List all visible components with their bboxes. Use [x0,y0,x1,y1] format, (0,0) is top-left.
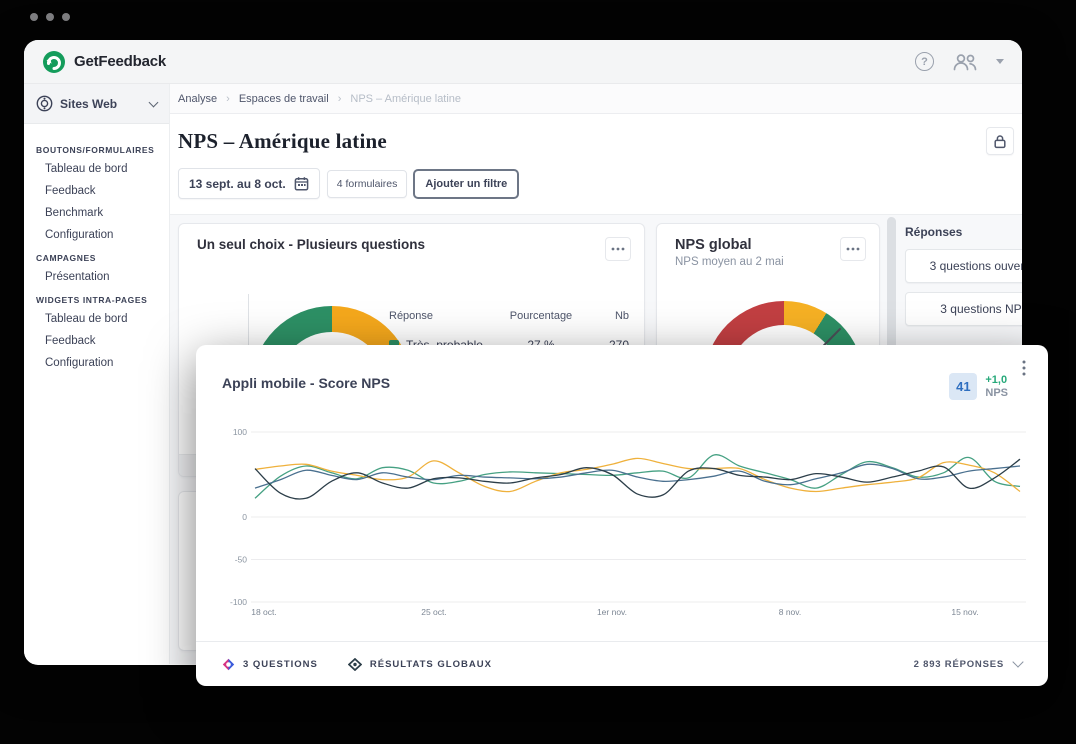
col-header-pourcentage: Pourcentage [509,310,573,322]
brand: GetFeedback [42,50,166,74]
sidebar-item-benchmark[interactable]: Benchmark [45,207,104,219]
legend-questions[interactable]: 3 QUESTIONS [222,658,318,671]
app-header: GetFeedback ? [24,40,1022,84]
sites-web-icon [36,95,53,112]
page-title: NPS – Amérique latine [178,128,387,153]
add-filter-button[interactable]: Ajouter un filtre [414,169,519,198]
overlay-menu-button[interactable] [1014,357,1034,379]
nps-questions-button[interactable]: 3 questions NPS [905,292,1022,326]
overlay-footer: 3 QUESTIONS RÉSULTATS GLOBAUX 2 893 RÉPO… [196,641,1048,686]
breadcrumb-current: NPS – Amérique latine [329,93,461,105]
open-questions-button[interactable]: 3 questions ouvertes [905,249,1022,283]
overlay-title: Appli mobile - Score NPS [222,375,391,391]
col-header-reponse: Réponse [389,310,434,322]
svg-text:25 oct.: 25 oct. [421,607,447,617]
sidebar-item-feedback-widgets[interactable]: Feedback [45,335,96,347]
svg-text:15 nov.: 15 nov. [951,607,978,617]
hidden-axis-line [248,294,249,364]
getfeedback-logo-icon [43,50,65,73]
legend-questions-label: 3 QUESTIONS [243,658,318,670]
window-control-dot[interactable] [62,13,70,21]
nav-section-label: CAMPAGNES [36,253,97,263]
window-controls[interactable] [30,13,70,21]
lock-icon [994,134,1006,148]
chevron-down-icon [1012,656,1024,668]
nps-line-chart: 100 0 -50 -100 18 oct. 25 oct. 1er nov. 8 nov. 1… [230,427,1026,617]
window-control-dot[interactable] [30,13,38,21]
project-label: Sites Web [60,96,118,111]
card-single-choice-title: Un seul choix - Plusieurs questions [197,237,426,252]
sidebar-item-tableau-de-bord[interactable]: Tableau de bord [45,163,128,175]
brand-name: GetFeedback [74,53,167,70]
sidebar-item-configuration-widgets[interactable]: Configuration [45,357,114,369]
project-selector[interactable]: Sites Web [24,84,169,124]
nav-section-label: BOUTONS/FORMULAIRES [36,145,155,155]
sidebar: Sites Web BOUTONS/FORMULAIRES Tableau de… [24,84,170,664]
lock-button[interactable] [986,127,1014,155]
svg-text:100: 100 [233,427,247,437]
breadcrumb-espaces-de-travail[interactable]: Espaces de travail [217,93,329,105]
sidebar-nav: BOUTONS/FORMULAIRES Tableau de bord Feed… [24,124,169,388]
nps-score-badge: 41 [949,373,978,400]
header-actions: ? [915,52,1004,72]
card-menu-button[interactable] [605,237,631,261]
breadcrumb: Analyse Espaces de travail NPS – Amériqu… [170,84,1022,114]
sidebar-item-feedback[interactable]: Feedback [45,185,96,197]
filter-bar: 13 sept. au 8 oct. 4 formu [170,157,1022,214]
responses-count-dropdown[interactable]: 2 893 RÉPONSES [913,656,1024,670]
svg-text:18 oct.: 18 oct. [251,607,277,617]
vertical-scrollbar[interactable] [887,217,896,465]
calendar-icon [294,177,309,191]
svg-text:0: 0 [242,512,247,522]
forms-filter-button[interactable]: 4 formulaires [326,169,408,198]
card-nps-global-title: NPS global [675,237,752,253]
kebab-horizontal-icon [611,247,625,251]
svg-text:8 nov.: 8 nov. [779,607,802,617]
date-range-button[interactable]: 13 sept. au 8 oct. [178,168,320,199]
users-icon[interactable] [952,52,978,72]
window-control-dot[interactable] [46,13,54,21]
nps-delta-unit: NPS [985,386,1008,399]
svg-text:-50: -50 [235,555,248,565]
responses-count-label: 2 893 RÉPONSES [913,658,1004,670]
global-results-legend-icon [347,657,362,671]
svg-text:-100: -100 [230,597,247,607]
sidebar-item-configuration[interactable]: Configuration [45,229,114,241]
col-header-nb: Nb [614,310,629,322]
kebab-vertical-icon [1022,360,1026,376]
date-range-label: 13 sept. au 8 oct. [189,176,286,191]
overlay-card-score-nps: Appli mobile - Score NPS 41 +1,0 NPS 100… [196,345,1048,686]
kebab-horizontal-icon [846,247,860,251]
chevron-down-icon [148,97,159,107]
account-caret-down-icon[interactable] [996,59,1004,64]
score-block: 41 +1,0 NPS [949,373,1008,400]
nav-section-label: WIDGETS INTRA-PAGES [36,295,148,305]
page-top-band: Analyse Espaces de travail NPS – Amériqu… [170,84,1022,215]
responses-panel: Réponses 3 questions ouvertes 3 question… [905,221,1022,335]
card-menu-button[interactable] [840,237,866,261]
nps-delta: +1,0 [985,373,1008,386]
legend-resultats-globaux[interactable]: RÉSULTATS GLOBAUX [347,657,492,671]
legend-resultats-globaux-label: RÉSULTATS GLOBAUX [369,658,492,670]
sidebar-item-presentation[interactable]: Présentation [45,271,110,283]
help-icon[interactable]: ? [915,52,934,71]
svg-text:1er nov.: 1er nov. [597,607,627,617]
breadcrumb-analyse[interactable]: Analyse [178,92,218,105]
responses-panel-title: Réponses [905,225,963,239]
card-nps-global-subtitle: NPS moyen au 2 mai [675,256,784,268]
questions-legend-icon [222,658,235,670]
sidebar-item-tableau-de-bord-widgets[interactable]: Tableau de bord [45,313,128,325]
